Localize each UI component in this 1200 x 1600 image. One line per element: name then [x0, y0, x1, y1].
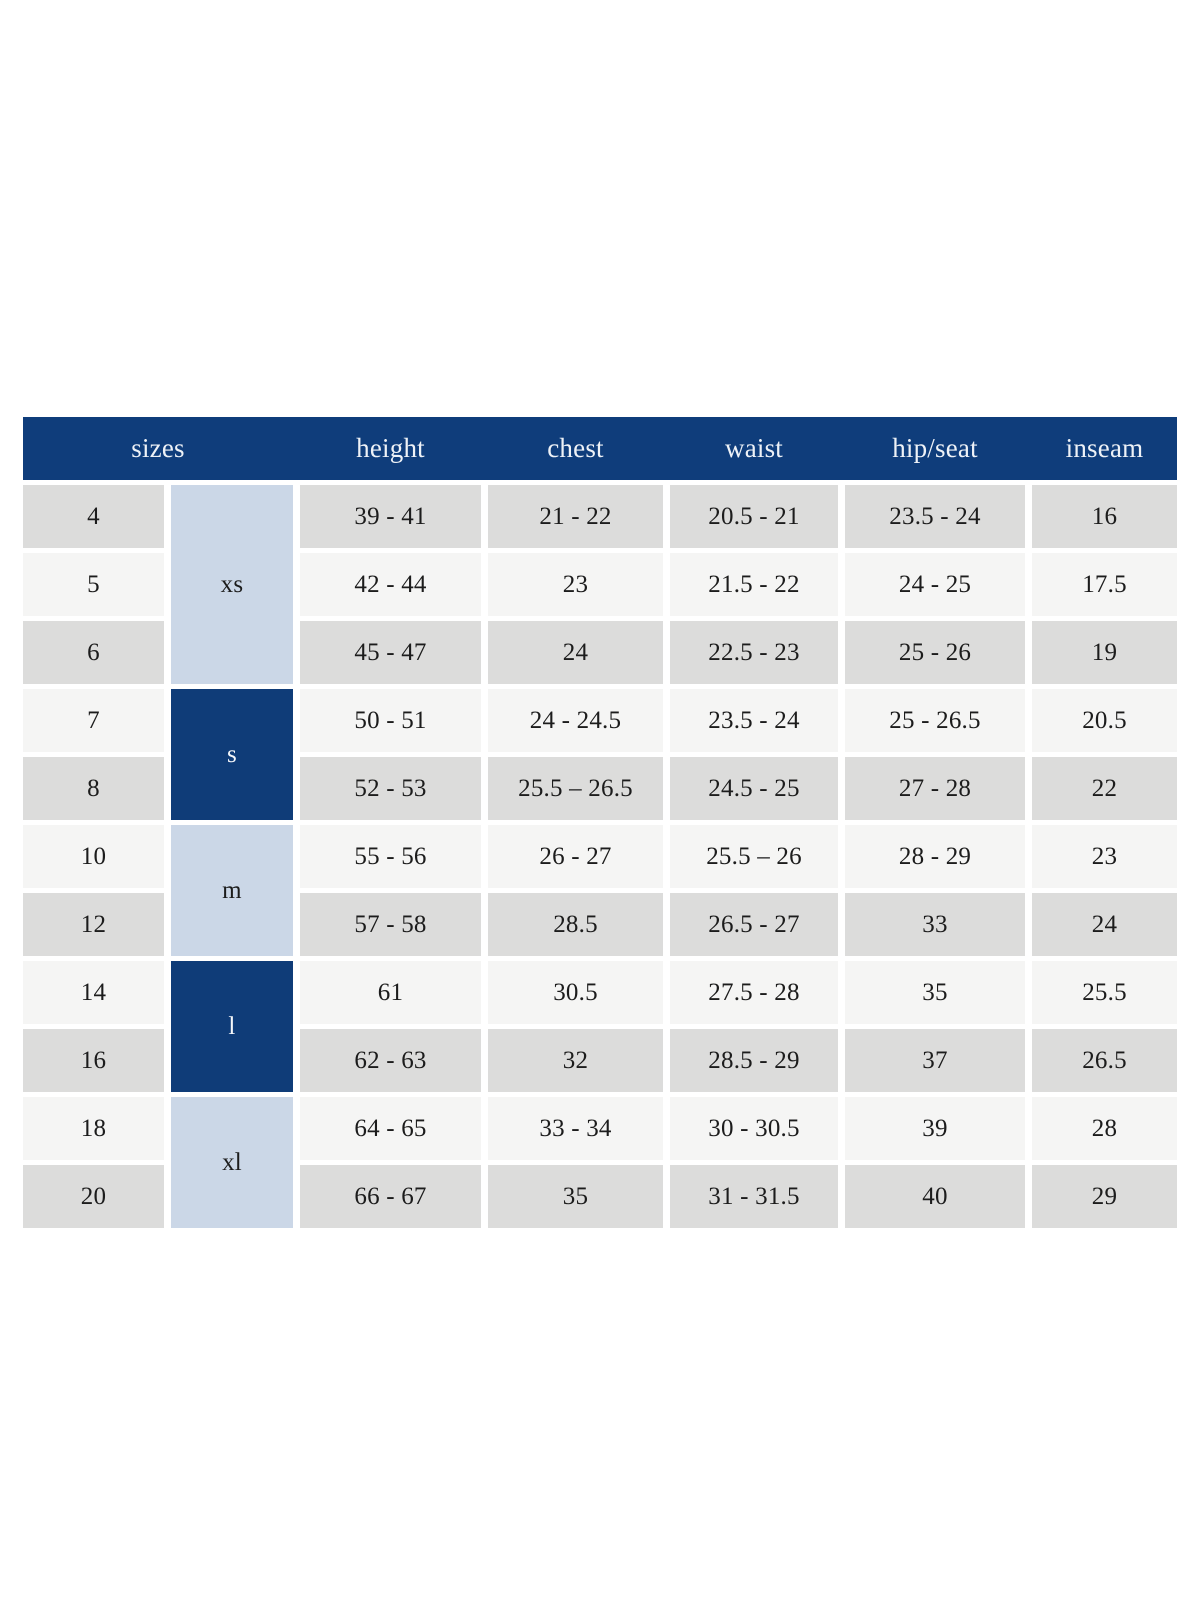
table-header-band [23, 417, 1177, 480]
waist-cell: 21.5 - 22 [670, 553, 838, 616]
waist-cell: 23.5 - 24 [670, 689, 838, 752]
waist-cell: 28.5 - 29 [670, 1029, 838, 1092]
size-number-cell: 10 [23, 825, 164, 888]
size-number-cell: 8 [23, 757, 164, 820]
chest-cell: 25.5 – 26.5 [488, 757, 663, 820]
hip-seat-cell: 25 - 26 [845, 621, 1025, 684]
height-cell: 39 - 41 [300, 485, 481, 548]
column-header-sizes: sizes [131, 433, 185, 463]
hip-seat-cell: 40 [845, 1165, 1025, 1228]
size-group-l: l [171, 961, 293, 1092]
size-number-cell: 12 [23, 893, 164, 956]
size-number-cell: 18 [23, 1097, 164, 1160]
inseam-cell: 28 [1032, 1097, 1177, 1160]
chest-cell: 21 - 22 [488, 485, 663, 548]
height-cell: 50 - 51 [300, 689, 481, 752]
size-number-cell: 7 [23, 689, 164, 752]
size-group-xs: xs [171, 485, 293, 684]
waist-cell: 27.5 - 28 [670, 961, 838, 1024]
chest-cell: 24 [488, 621, 663, 684]
size-number-cell: 20 [23, 1165, 164, 1228]
waist-cell: 26.5 - 27 [670, 893, 838, 956]
height-cell: 62 - 63 [300, 1029, 481, 1092]
size-number-cell: 4 [23, 485, 164, 548]
chest-cell: 23 [488, 553, 663, 616]
hip-seat-cell: 35 [845, 961, 1025, 1024]
chest-cell: 35 [488, 1165, 663, 1228]
inseam-cell: 16 [1032, 485, 1177, 548]
inseam-cell: 26.5 [1032, 1029, 1177, 1092]
size-chart-table: sizes height chest waist hip/seat inseam… [23, 417, 1177, 1228]
height-cell: 45 - 47 [300, 621, 481, 684]
hip-seat-cell: 39 [845, 1097, 1025, 1160]
inseam-cell: 17.5 [1032, 553, 1177, 616]
waist-cell: 20.5 - 21 [670, 485, 838, 548]
hip-seat-cell: 37 [845, 1029, 1025, 1092]
chest-cell: 24 - 24.5 [488, 689, 663, 752]
waist-cell: 22.5 - 23 [670, 621, 838, 684]
chest-cell: 32 [488, 1029, 663, 1092]
column-header-chest: chest [547, 433, 604, 463]
inseam-cell: 19 [1032, 621, 1177, 684]
inseam-cell: 24 [1032, 893, 1177, 956]
chest-cell: 33 - 34 [488, 1097, 663, 1160]
hip-seat-cell: 23.5 - 24 [845, 485, 1025, 548]
waist-cell: 30 - 30.5 [670, 1097, 838, 1160]
inseam-cell: 25.5 [1032, 961, 1177, 1024]
size-number-cell: 16 [23, 1029, 164, 1092]
hip-seat-cell: 24 - 25 [845, 553, 1025, 616]
hip-seat-cell: 33 [845, 893, 1025, 956]
waist-cell: 25.5 – 26 [670, 825, 838, 888]
height-cell: 52 - 53 [300, 757, 481, 820]
inseam-cell: 29 [1032, 1165, 1177, 1228]
waist-cell: 31 - 31.5 [670, 1165, 838, 1228]
height-cell: 55 - 56 [300, 825, 481, 888]
hip-seat-cell: 27 - 28 [845, 757, 1025, 820]
column-header-waist: waist [725, 433, 783, 463]
hip-seat-cell: 28 - 29 [845, 825, 1025, 888]
hip-seat-cell: 25 - 26.5 [845, 689, 1025, 752]
size-group-xl: xl [171, 1097, 293, 1228]
column-header-hip-seat: hip/seat [892, 433, 978, 463]
waist-cell: 24.5 - 25 [670, 757, 838, 820]
inseam-cell: 23 [1032, 825, 1177, 888]
height-cell: 66 - 67 [300, 1165, 481, 1228]
size-number-cell: 5 [23, 553, 164, 616]
column-header-inseam: inseam [1065, 433, 1144, 463]
column-header-height: height [356, 433, 425, 463]
size-group-m: m [171, 825, 293, 956]
inseam-cell: 22 [1032, 757, 1177, 820]
chest-cell: 30.5 [488, 961, 663, 1024]
chest-cell: 26 - 27 [488, 825, 663, 888]
height-cell: 64 - 65 [300, 1097, 481, 1160]
size-group-s: s [171, 689, 293, 820]
size-number-cell: 14 [23, 961, 164, 1024]
height-cell: 57 - 58 [300, 893, 481, 956]
size-number-cell: 6 [23, 621, 164, 684]
chest-cell: 28.5 [488, 893, 663, 956]
height-cell: 61 [300, 961, 481, 1024]
inseam-cell: 20.5 [1032, 689, 1177, 752]
height-cell: 42 - 44 [300, 553, 481, 616]
